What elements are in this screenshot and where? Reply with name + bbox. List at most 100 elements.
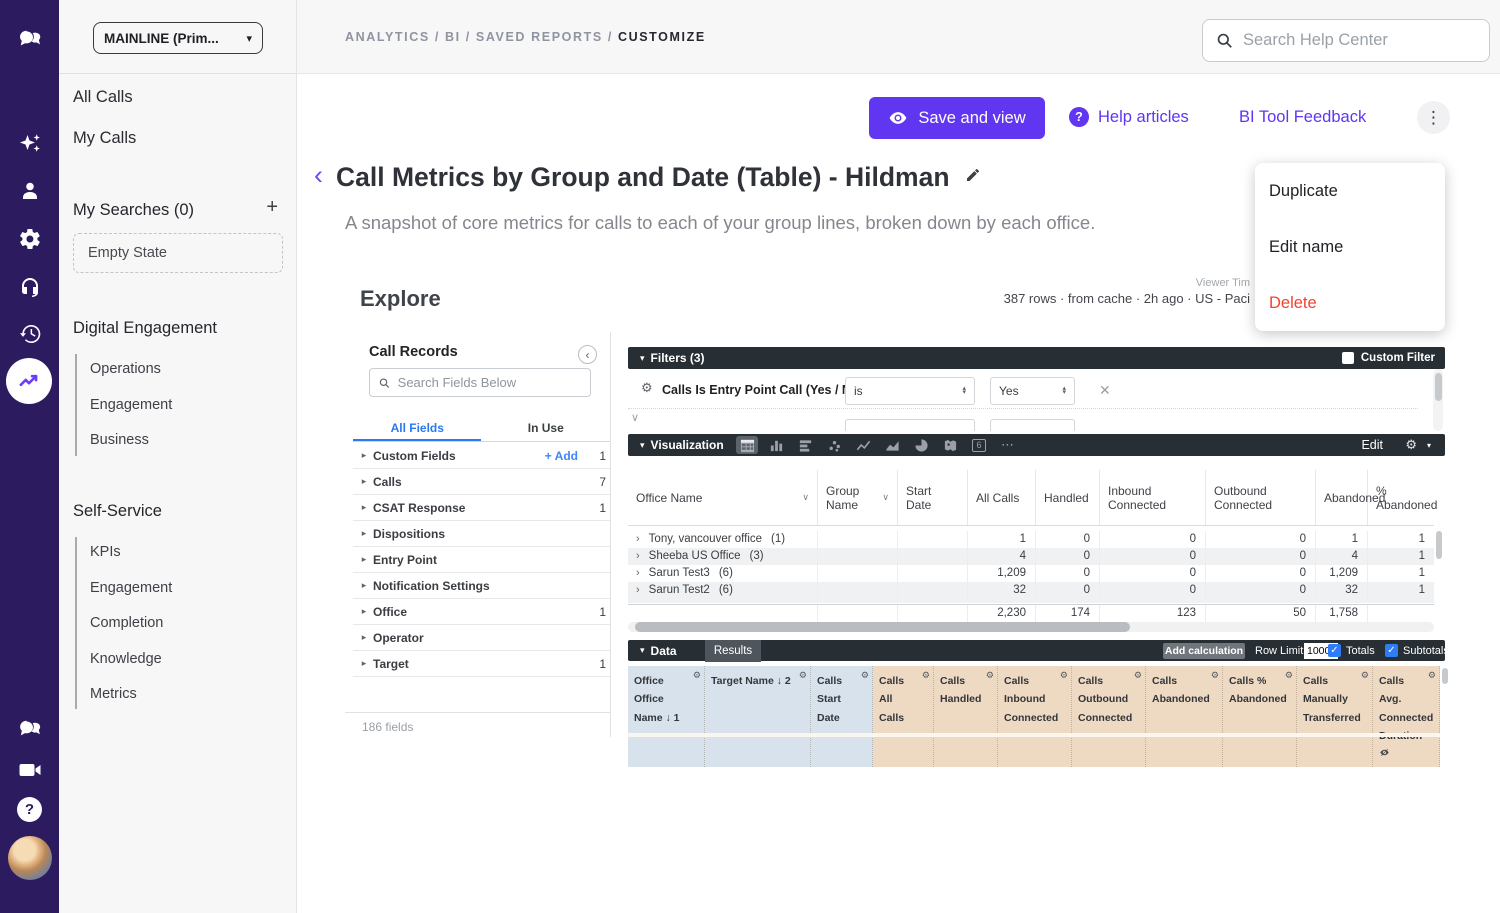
sidebar-item-completion[interactable]: Completion — [90, 615, 163, 631]
sidebar-item-kpis[interactable]: KPIs — [90, 544, 121, 560]
help-icon[interactable]: ? — [17, 797, 42, 822]
data-col-manually-transferred[interactable]: ⚙Calls Manually Transferred — [1297, 666, 1373, 767]
column-menu-icon[interactable]: ∨ — [802, 492, 809, 503]
settings-gear-icon[interactable] — [17, 226, 43, 252]
data-col-start-date[interactable]: ⚙Calls Start Date — [811, 666, 873, 767]
column-header-handled[interactable]: Handled — [1036, 470, 1100, 525]
table-row[interactable]: ›Sheeba US Office(3) 4 0 0 0 4 1 — [628, 548, 1434, 565]
field-group-operator[interactable]: ▸ Operator — [353, 625, 610, 651]
field-group-office[interactable]: ▸ Office 1 — [353, 599, 610, 625]
column-header-office-name[interactable]: Office Name∨ — [628, 470, 818, 525]
data-col-target-name[interactable]: ⚙Target Name ↓ 2 — [705, 666, 811, 767]
filter-operator-select[interactable]: is ▴▾ — [845, 377, 975, 405]
more-options-button[interactable]: ⋮ — [1417, 101, 1450, 134]
field-group-notification-settings[interactable]: ▸ Notification Settings — [353, 573, 610, 599]
vertical-scrollbar-thumb[interactable] — [1436, 531, 1442, 559]
data-col-all-calls[interactable]: ⚙Calls All Calls — [873, 666, 934, 767]
scrollbar-thumb[interactable] — [635, 622, 1130, 632]
save-and-view-button[interactable]: Save and view — [869, 97, 1045, 139]
section-caret-icon[interactable]: ▾ — [640, 440, 645, 451]
dialpad-logo-icon[interactable] — [17, 26, 43, 52]
column-header-start-date[interactable]: Start Date — [898, 470, 968, 525]
menu-item-edit-name[interactable]: Edit name — [1255, 219, 1445, 275]
dialpad-app-icon[interactable] — [17, 716, 43, 742]
viz-type-scatter-plot-icon[interactable] — [823, 436, 845, 454]
field-gear-icon[interactable]: ⚙ — [922, 670, 930, 681]
field-gear-icon[interactable]: ⚙ — [1211, 670, 1219, 681]
viz-type-more-icon[interactable]: ⋯ — [997, 436, 1019, 454]
data-col-inbound-connected[interactable]: ⚙Calls Inbound Connected — [998, 666, 1072, 767]
scrollbar-thumb[interactable] — [1435, 373, 1442, 401]
table-row[interactable]: ›Tony, vancouver office(1) 1 0 0 0 1 1 — [628, 531, 1434, 548]
menu-item-delete[interactable]: Delete — [1255, 275, 1445, 331]
contacts-icon[interactable] — [17, 178, 43, 204]
video-meetings-icon[interactable] — [17, 757, 43, 783]
viz-type-column-chart-icon[interactable] — [765, 436, 787, 454]
column-header-all-calls[interactable]: All Calls — [968, 470, 1036, 525]
add-calculation-button[interactable]: Add calculation — [1163, 643, 1245, 659]
support-headset-icon[interactable] — [17, 274, 43, 300]
add-custom-field-button[interactable]: + Add — [545, 449, 578, 463]
fields-search-input[interactable] — [398, 375, 582, 390]
field-group-entry-point[interactable]: ▸ Entry Point — [353, 547, 610, 573]
totals-checkbox[interactable]: ✓ — [1328, 644, 1341, 657]
bi-tool-feedback-link[interactable]: BI Tool Feedback — [1239, 103, 1366, 131]
edit-title-icon[interactable] — [965, 167, 981, 188]
viz-type-single-value-icon[interactable]: 6 — [968, 436, 990, 454]
remove-filter-icon[interactable]: ✕ — [1099, 382, 1111, 399]
horizontal-scrollbar[interactable] — [628, 622, 1434, 632]
sidebar-item-business[interactable]: Business — [90, 432, 149, 448]
results-tab[interactable]: Results — [705, 640, 761, 662]
data-col-avg-connected-duration[interactable]: ⚙ Calls Avg. Connected Duration — [1373, 666, 1440, 767]
viz-type-line-chart-icon[interactable] — [852, 436, 874, 454]
column-header-inbound-connected[interactable]: Inbound Connected — [1100, 470, 1206, 525]
viz-edit-button[interactable]: Edit — [1361, 438, 1383, 452]
data-scrollbar-thumb[interactable] — [1442, 668, 1448, 684]
data-col-handled[interactable]: ⚙Calls Handled — [934, 666, 998, 767]
section-caret-icon[interactable]: ▾ — [640, 645, 645, 656]
sidebar-item-operations[interactable]: Operations — [90, 361, 161, 377]
field-group-csat-response[interactable]: ▸ CSAT Response 1 — [353, 495, 610, 521]
custom-filter-checkbox[interactable] — [1342, 352, 1354, 364]
collapse-panel-button[interactable]: ‹ — [578, 345, 597, 364]
expand-row-icon[interactable]: › — [636, 531, 640, 548]
viz-settings-gear-icon[interactable]: ⚙ — [1405, 437, 1417, 453]
field-gear-icon[interactable]: ⚙ — [1285, 670, 1293, 681]
field-gear-icon[interactable]: ⚙ — [986, 670, 994, 681]
field-gear-icon[interactable]: ⚙ — [1361, 670, 1369, 681]
section-caret-icon[interactable]: ▾ — [640, 353, 645, 364]
table-row[interactable]: ›Sarun Test3(6) 1,209 0 0 0 1,209 1 — [628, 565, 1434, 582]
column-header-group-name[interactable]: Group Name∨ — [818, 470, 898, 525]
user-avatar[interactable] — [8, 836, 52, 880]
field-gear-icon[interactable]: ⚙ — [1134, 670, 1142, 681]
filters-scrollbar[interactable] — [1433, 369, 1443, 431]
field-gear-icon[interactable]: ⚙ — [1428, 670, 1436, 681]
expand-row-icon[interactable]: › — [636, 582, 640, 599]
column-header-pct-abandoned[interactable]: % Abandoned — [1368, 470, 1434, 525]
column-header-abandoned[interactable]: Abandoned — [1316, 470, 1368, 525]
viz-type-map-icon[interactable] — [939, 436, 961, 454]
breadcrumb-trail[interactable]: ANALYTICS / BI / SAVED REPORTS / — [345, 30, 618, 44]
subtotals-checkbox[interactable]: ✓ — [1385, 644, 1398, 657]
field-group-custom-fields[interactable]: ▸ Custom Fields + Add 1 — [353, 443, 610, 469]
help-search-input[interactable] — [1243, 31, 1477, 50]
sidebar-item-all-calls[interactable]: All Calls — [73, 88, 133, 107]
sidebar-item-engagement[interactable]: Engagement — [90, 397, 172, 413]
data-col-outbound-connected[interactable]: ⚙Calls Outbound Connected — [1072, 666, 1146, 767]
history-icon[interactable] — [17, 321, 43, 347]
expand-row-icon[interactable]: › — [636, 548, 640, 565]
sidebar-item-metrics[interactable]: Metrics — [90, 686, 137, 702]
filter-settings-icon[interactable]: ⚙ — [641, 380, 653, 396]
viz-type-area-chart-icon[interactable] — [881, 436, 903, 454]
ai-sparkle-icon[interactable] — [17, 131, 43, 157]
help-articles-link[interactable]: ? Help articles — [1069, 103, 1189, 131]
sidebar-item-knowledge[interactable]: Knowledge — [90, 651, 162, 667]
field-gear-icon[interactable]: ⚙ — [693, 670, 701, 681]
data-col-office-name[interactable]: ⚙Office Office Name ↓ 1 — [628, 666, 705, 767]
field-gear-icon[interactable]: ⚙ — [1060, 670, 1068, 681]
data-col-abandoned[interactable]: ⚙Calls Abandoned — [1146, 666, 1223, 767]
field-gear-icon[interactable]: ⚙ — [861, 670, 869, 681]
analytics-nav-active[interactable] — [6, 358, 52, 404]
viz-settings-caret-icon[interactable]: ▾ — [1427, 441, 1431, 450]
column-header-outbound-connected[interactable]: Outbound Connected — [1206, 470, 1316, 525]
